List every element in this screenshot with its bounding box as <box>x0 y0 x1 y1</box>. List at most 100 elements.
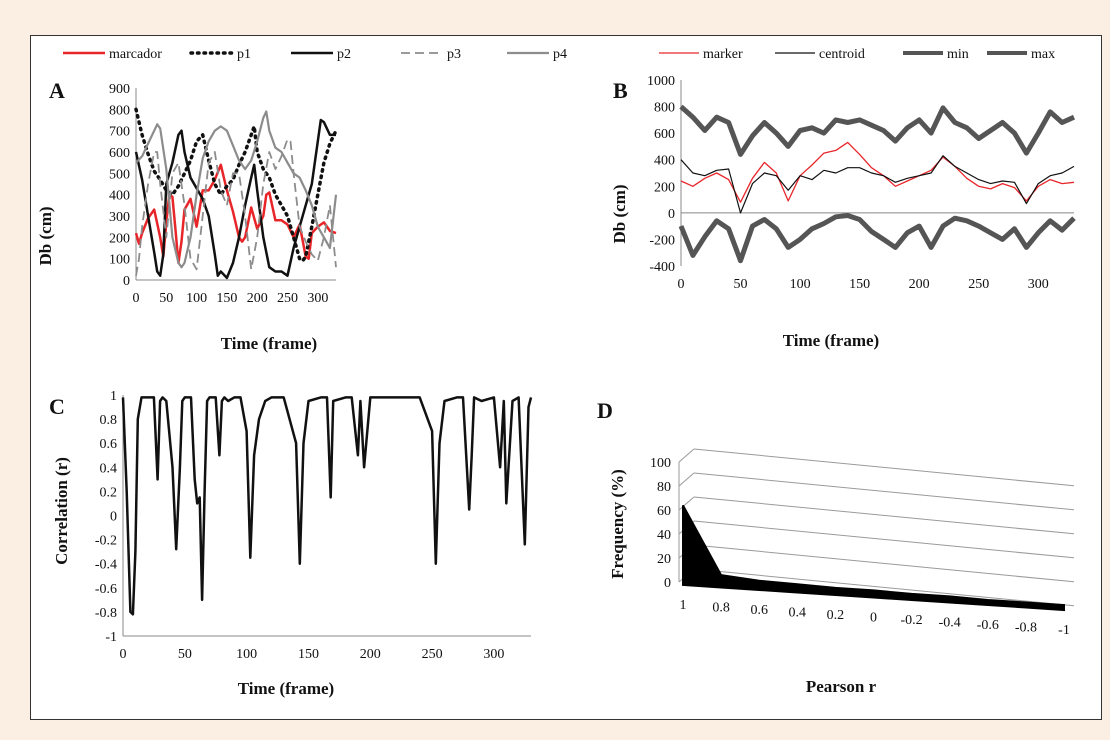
y-tick-label: 400 <box>654 154 675 169</box>
x-tick-label: 200 <box>360 647 381 662</box>
x-tick-label: 200 <box>909 277 930 292</box>
series-line-max <box>679 104 1076 157</box>
panel-c: C -1 -0.8 -0.6 -0.4 -0.2 0 0.2 0.4 0.6 0.8 1 0 50 100… <box>49 389 533 698</box>
y-tick-label: 40 <box>657 528 671 543</box>
x-tick-label: 300 <box>483 647 504 662</box>
y-tick-label: 100 <box>109 253 130 268</box>
x-tick-label: 150 <box>298 647 319 662</box>
x-tick-label: 300 <box>307 291 328 306</box>
series-group-d <box>682 504 1065 612</box>
area-series <box>682 504 1065 612</box>
legend-label-p1: p1 <box>237 47 251 62</box>
y-axis-title-a: Db (cm) <box>36 206 55 265</box>
y-tick-label: -0.8 <box>95 606 117 621</box>
x-axis-title-c: Time (frame) <box>238 679 334 698</box>
y-axis-title-b: Db (cm) <box>610 184 629 243</box>
x-tick-label: 50 <box>159 291 173 306</box>
y-tick-label: 200 <box>654 180 675 195</box>
legend-b: marker centroid min max <box>659 47 1055 62</box>
grid-line <box>693 568 1075 607</box>
series-group-c <box>121 396 533 616</box>
x-tick-label: -1 <box>1058 623 1070 638</box>
legend-label-marker: marker <box>703 47 743 62</box>
x-axis-title-d: Pearson r <box>806 677 877 696</box>
legend-label-p4: p4 <box>553 47 567 62</box>
grid-side-line <box>678 472 695 487</box>
legend-label-max: max <box>1031 47 1055 62</box>
figure-svg: A marcador p1 p2 p3 p4 010020030040050060070… <box>36 47 1076 698</box>
axes-d: 0 20 40 60 80 100 1 0.8 0.6 0.4 0.2 0 -0.2 -0.4 -0.6 -0… <box>650 448 1075 638</box>
y-tick-label: 20 <box>657 552 671 567</box>
series-line-r <box>121 396 533 616</box>
y-tick-label: 200 <box>109 231 130 246</box>
axes-c: -1 -0.8 -0.6 -0.4 -0.2 0 0.2 0.4 0.6 0.8 1 0 50 100 15… <box>95 389 531 662</box>
y-tick-label: 1 <box>110 389 117 404</box>
y-tick-label: 0 <box>664 576 671 591</box>
y-tick-label: 0.2 <box>100 485 118 500</box>
panel-d-letter: D <box>597 398 613 423</box>
y-tick-label: 900 <box>109 82 130 97</box>
axes-b: -400 -200 0 200 400 600 800 1000 0 50 100 150 200 250… <box>647 74 1074 292</box>
y-tick-label: -0.6 <box>95 582 117 597</box>
x-tick-label: 300 <box>1028 277 1049 292</box>
x-tick-label: 200 <box>247 291 268 306</box>
series-group-b <box>678 104 1076 264</box>
y-tick-label: 700 <box>109 125 130 140</box>
legend-label-marcador: marcador <box>109 47 162 62</box>
x-tick-label: 150 <box>849 277 870 292</box>
panel-c-letter: C <box>49 394 65 419</box>
grid-side-line <box>678 448 695 463</box>
y-tick-label: 800 <box>109 103 130 118</box>
panel-b: B marker centroid min max -400 -200 0 200 400 60… <box>610 47 1076 350</box>
x-tick-label: -0.4 <box>939 616 961 631</box>
series-line-p3 <box>135 138 337 276</box>
y-tick-label: -400 <box>649 260 675 275</box>
y-tick-label: 500 <box>109 167 130 182</box>
y-tick-label: 100 <box>650 456 671 471</box>
y-tick-label: -0.4 <box>95 558 117 573</box>
grid-line <box>693 448 1075 487</box>
x-axis-title-a: Time (frame) <box>221 334 317 353</box>
grid-line <box>693 472 1075 511</box>
grid-line <box>693 520 1075 559</box>
legend-label-centroid: centroid <box>819 47 865 62</box>
y-tick-label: 0 <box>123 274 130 289</box>
y-tick-label: 60 <box>657 504 671 519</box>
x-tick-label: 0 <box>678 277 685 292</box>
panel-d: D 0 20 40 60 80 100 1 0.8 0.6 0.4 0.2 0 -0.2 -0.4 -0.6… <box>597 398 1075 696</box>
y-tick-label: -1 <box>105 630 117 645</box>
x-tick-label: 150 <box>216 291 237 306</box>
series-line-p1 <box>134 107 338 263</box>
y-tick-label: 0.4 <box>100 461 118 476</box>
y-tick-label: 600 <box>654 127 675 142</box>
x-tick-label: 0 <box>120 647 127 662</box>
y-tick-label: 300 <box>109 210 130 225</box>
panel-a: A marcador p1 p2 p3 p4 010020030040050060070… <box>36 47 567 353</box>
series-line-marker <box>680 141 1075 203</box>
grid-side-line <box>678 496 695 511</box>
x-tick-label: 50 <box>734 277 748 292</box>
x-tick-label: 250 <box>422 647 443 662</box>
x-tick-label: -0.2 <box>901 613 923 628</box>
series-line-centroid <box>680 155 1075 214</box>
y-tick-label: 80 <box>657 480 671 495</box>
x-tick-label: 0 <box>133 291 140 306</box>
y-tick-label: 600 <box>109 146 130 161</box>
grid-line <box>693 544 1075 583</box>
y-axis-title-d: Frequency (%) <box>608 469 627 579</box>
x-tick-label: 0.6 <box>750 603 768 618</box>
legend-a: marcador p1 p2 p3 p4 <box>63 47 567 62</box>
x-tick-label: 250 <box>968 277 989 292</box>
legend-label-p2: p2 <box>337 47 351 62</box>
figure-frame: A marcador p1 p2 p3 p4 0 100 200 300 400 500 600 70… <box>30 35 1102 720</box>
series-line-p4 <box>135 110 338 269</box>
y-tick-label: 1000 <box>647 74 675 89</box>
series-group-a <box>134 107 338 280</box>
x-tick-label: -0.6 <box>977 618 999 633</box>
x-tick-label: 100 <box>186 291 207 306</box>
y-tick-label: 0.6 <box>100 437 118 452</box>
panel-a-letter: A <box>49 78 65 103</box>
x-tick-label: 100 <box>236 647 257 662</box>
panel-b-letter: B <box>613 78 628 103</box>
series-line-min <box>678 213 1076 264</box>
